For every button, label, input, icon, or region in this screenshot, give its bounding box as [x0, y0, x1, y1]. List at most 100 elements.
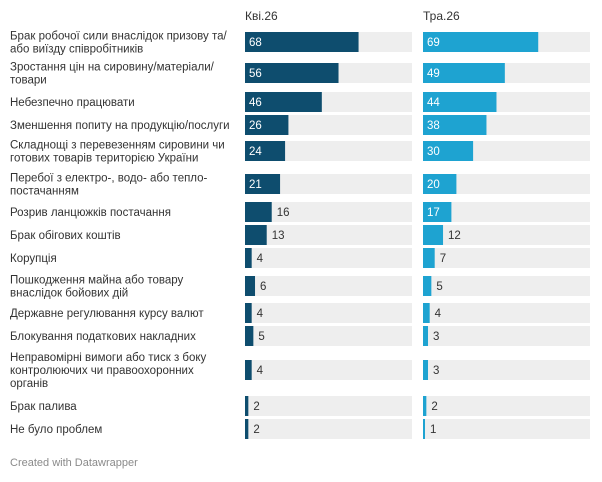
bar-s1-14: [245, 396, 249, 416]
bar-s2-10: [423, 276, 432, 296]
bar-s2-4: [423, 115, 487, 135]
bar-s2-7: [423, 202, 452, 222]
data-label-s2-7: 17: [427, 207, 440, 219]
category-label-13-line-3: органів: [10, 378, 48, 390]
category-label-1-line-1: Брак робочої сили внаслідок призову та/: [10, 31, 227, 43]
bar-s1-6: [245, 174, 281, 194]
bar-s1-7: [245, 202, 272, 222]
category-label-1-line-2: або виїзду співробітників: [10, 44, 143, 56]
data-label-s2-9: 7: [440, 253, 446, 265]
column-header-1: Кві.26: [245, 9, 278, 23]
bar-track-s1-7: [245, 202, 412, 222]
data-label-s1-1: 68: [249, 37, 262, 49]
credit-text: Created with Datawrapper: [10, 457, 138, 469]
bar-track-s1-6: [245, 174, 412, 194]
category-label-13-line-1: Неправомірні вимоги або тиск з боку: [10, 352, 207, 364]
category-label-9: Корупція: [10, 253, 57, 265]
data-label-s2-13: 3: [433, 365, 439, 377]
data-label-s2-11: 4: [435, 308, 442, 320]
category-label-10-line-2: внаслідок бойових дій: [10, 288, 128, 300]
bar-track-s1-8: [245, 225, 412, 245]
category-label-10-line-1: Пошкодження майна або товару: [10, 275, 184, 287]
bar-s1-10: [245, 276, 256, 296]
bar-s2-8: [423, 225, 444, 245]
bar-track-s2-10: [423, 276, 590, 296]
bar-track-s1-11: [245, 303, 412, 323]
category-label-15: Не було проблем: [10, 424, 102, 436]
bar-s2-11: [423, 303, 430, 323]
category-label-14: Брак палива: [10, 401, 77, 413]
bar-s2-5: [423, 141, 474, 161]
data-label-s2-2: 49: [427, 68, 440, 80]
data-label-s2-6: 20: [427, 179, 440, 191]
bar-s1-5: [245, 141, 286, 161]
bar-track-s2-12: [423, 326, 590, 346]
bar-s2-14: [423, 396, 427, 416]
bar-track-s1-9: [245, 248, 412, 268]
category-label-3: Небезпечно працювати: [10, 97, 135, 109]
data-label-s1-11: 4: [257, 308, 264, 320]
bar-s1-15: [245, 419, 249, 439]
category-label-2-line-2: товари: [10, 75, 47, 87]
bar-track-s2-8: [423, 225, 590, 245]
bar-track-s2-13: [423, 360, 590, 380]
bar-s1-8: [245, 225, 267, 245]
bar-track-s1-10: [245, 276, 412, 296]
data-label-s1-4: 26: [249, 120, 262, 132]
data-label-s2-12: 3: [433, 331, 439, 343]
bar-s1-3: [245, 92, 322, 112]
data-label-s2-10: 5: [436, 281, 442, 293]
data-label-s1-2: 56: [249, 68, 262, 80]
data-label-s2-3: 44: [427, 97, 440, 109]
category-label-11: Державне регулювання курсу валют: [10, 308, 204, 320]
bar-s1-9: [245, 248, 252, 268]
bar-track-s2-6: [423, 174, 590, 194]
data-label-s1-14: 2: [253, 401, 259, 413]
bar-track-s1-14: [245, 396, 412, 416]
data-label-s1-9: 4: [257, 253, 264, 265]
category-label-6-line-2: постачанням: [10, 186, 79, 198]
bar-s2-6: [423, 174, 457, 194]
category-label-6-line-1: Перебої з електро-, водо- або тепло-: [10, 173, 208, 185]
data-label-s1-7: 16: [277, 207, 290, 219]
data-label-s1-13: 4: [257, 365, 264, 377]
category-label-8: Брак обігових коштів: [10, 230, 121, 242]
bar-s2-12: [423, 326, 429, 346]
bar-track-s1-15: [245, 419, 412, 439]
bar-track-s2-14: [423, 396, 590, 416]
data-label-s2-5: 30: [427, 146, 440, 158]
bar-s2-1: [423, 32, 539, 52]
bar-track-s1-13: [245, 360, 412, 380]
data-label-s2-14: 2: [431, 401, 437, 413]
bar-track-s2-15: [423, 419, 590, 439]
bar-track-s2-9: [423, 248, 590, 268]
category-label-13-line-2: контролюючих чи правоохоронних: [10, 365, 194, 377]
category-label-5-line-2: готових товарів територією України: [10, 153, 198, 165]
data-label-s1-3: 46: [249, 97, 262, 109]
bar-s2-9: [423, 248, 435, 268]
data-label-s2-8: 12: [448, 230, 461, 242]
bar-s1-1: [245, 32, 359, 52]
column-header-2: Тра.26: [423, 9, 460, 23]
data-label-s1-5: 24: [249, 146, 262, 158]
bar-s1-12: [245, 326, 254, 346]
bar-track-s1-12: [245, 326, 412, 346]
bar-s2-13: [423, 360, 429, 380]
data-label-s1-15: 2: [253, 424, 259, 436]
category-label-5-line-1: Складнощі з перевезенням сировини чи: [10, 140, 225, 152]
data-label-s2-1: 69: [427, 37, 440, 49]
data-label-s1-8: 13: [272, 230, 285, 242]
data-label-s2-15: 1: [430, 424, 436, 436]
bar-s2-2: [423, 63, 505, 83]
category-label-12: Блокування податкових накладних: [10, 331, 196, 343]
data-label-s1-12: 5: [258, 331, 264, 343]
data-label-s1-10: 6: [260, 281, 266, 293]
bar-s1-11: [245, 303, 252, 323]
bar-track-s1-5: [245, 141, 412, 161]
category-label-4: Зменшення попиту на продукцію/послуги: [10, 120, 230, 132]
data-label-s1-6: 21: [249, 179, 262, 191]
bar-s1-4: [245, 115, 289, 135]
category-label-2-line-1: Зростання цін на сировину/матеріали/: [10, 62, 215, 74]
bar-track-s2-7: [423, 202, 590, 222]
chart: Кві.26 Тра.26 Брак робочої сили внаслідок …: [10, 9, 590, 439]
